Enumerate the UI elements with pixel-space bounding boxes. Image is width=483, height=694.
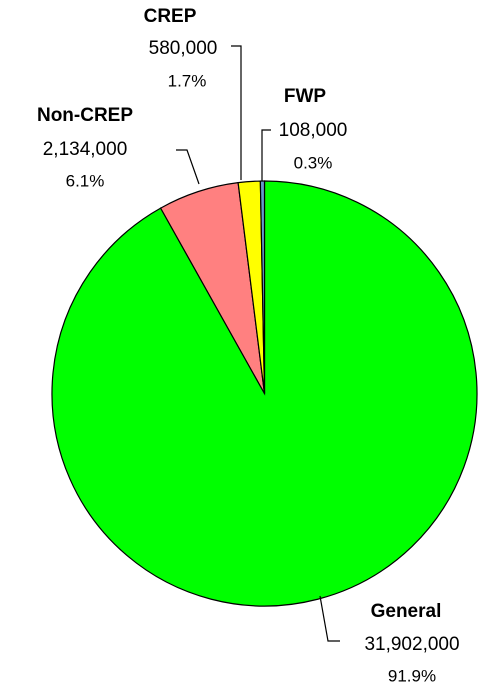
value-label: 2,134,000	[43, 139, 128, 160]
value-label: 580,000	[149, 38, 218, 59]
pie	[51, 180, 478, 607]
percent-label: 0.3%	[294, 153, 333, 172]
category-label: Non-CREP	[37, 105, 133, 126]
pie-slice	[259, 180, 266, 394]
value-label: 108,000	[279, 120, 348, 141]
category-label: FWP	[284, 86, 327, 107]
category-label: General	[371, 601, 442, 622]
leader-line	[261, 129, 271, 181]
leader-line	[319, 595, 340, 642]
percent-label: 6.1%	[66, 171, 105, 190]
value-label: 31,902,000	[364, 634, 459, 655]
percent-label: 91.9%	[388, 666, 436, 685]
leader-line	[176, 149, 200, 185]
category-label: CREP	[144, 6, 197, 27]
percent-label: 1.7%	[168, 71, 207, 90]
leader-line	[231, 45, 242, 180]
